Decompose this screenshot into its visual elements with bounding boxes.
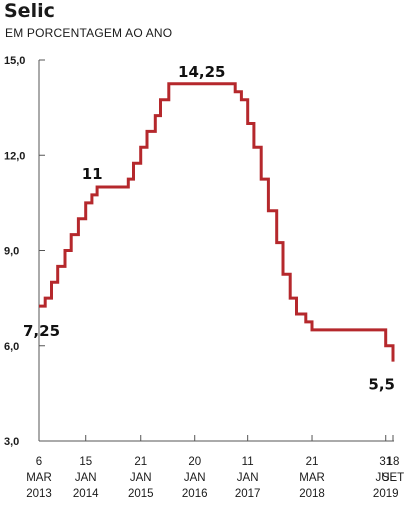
- x-tick-label: JAN: [184, 472, 206, 484]
- x-tick-label: 2015: [128, 488, 154, 500]
- value-annotation: 7,25: [23, 322, 60, 340]
- y-tick-label: 9,0: [4, 246, 19, 258]
- x-tick-label: JAN: [237, 472, 259, 484]
- x-tick-label: JUL: [376, 472, 397, 484]
- y-tick-label: 3,0: [4, 436, 19, 448]
- x-tick-label: 2014: [73, 488, 99, 500]
- value-annotation: 11: [82, 165, 103, 183]
- x-tick-label: 2016: [182, 488, 208, 500]
- y-tick-label: 6,0: [4, 341, 19, 353]
- x-tick-label: 11: [242, 456, 254, 468]
- x-tick-label: JAN: [75, 472, 97, 484]
- x-tick-label: 6: [36, 456, 42, 468]
- x-tick-label: 2013: [26, 488, 52, 500]
- y-tick-label: 12,0: [4, 150, 25, 162]
- x-tick-label: 15: [79, 456, 92, 468]
- x-tick-label: 2018: [299, 488, 325, 500]
- x-tick-label: 21: [306, 456, 319, 468]
- value-annotation: 14,25: [178, 63, 225, 81]
- x-tick-label: MAR: [26, 472, 52, 484]
- x-tick-label: 18: [387, 456, 400, 468]
- value-annotation: 5,5: [368, 376, 395, 394]
- x-tick-label: 2017: [235, 488, 261, 500]
- x-tick-label: SET: [382, 472, 404, 484]
- x-tick-label: MAR: [299, 472, 325, 484]
- chart-title: Selic: [4, 0, 55, 22]
- x-tick-label: JAN: [130, 472, 152, 484]
- selic-rate-line: [39, 82, 395, 362]
- x-tick-label: 31: [379, 456, 392, 468]
- chart-subtitle: EM PORCENTAGEM AO ANO: [5, 26, 173, 40]
- y-tick-label: 15,0: [4, 55, 25, 67]
- x-tick-label: 2019: [373, 488, 399, 500]
- x-tick-label: 20: [188, 456, 201, 468]
- x-tick-label: 21: [134, 456, 147, 468]
